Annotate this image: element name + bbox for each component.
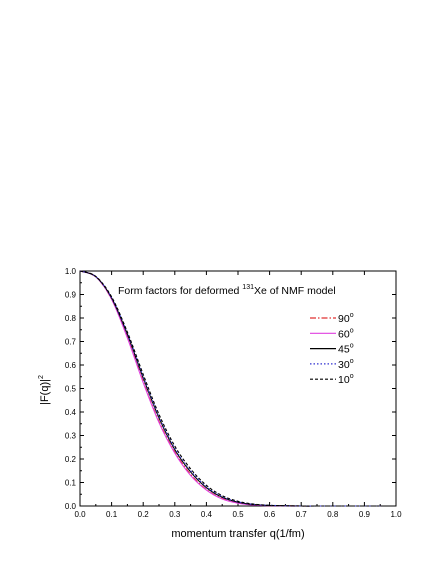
plot-frame: [79, 270, 397, 507]
x-tick-label: 0.5: [232, 510, 244, 519]
y-tick-label: 0.8: [65, 314, 77, 323]
x-axis-label: momentum transfer q(1/fm): [171, 528, 304, 540]
legend: 90o 60o 45o 30o 10o: [310, 312, 354, 386]
x-tick-label: 0.8: [327, 510, 339, 519]
x-tick-label: 0.3: [169, 510, 181, 519]
y-tick-label: 0.7: [65, 338, 77, 347]
y-tick-label: 0.9: [65, 291, 77, 300]
x-tick-label: 0.1: [106, 510, 118, 519]
series-line-30: [79, 270, 381, 507]
legend-label-30: 30o: [338, 358, 354, 371]
legend-label-45: 45o: [338, 343, 354, 356]
series-line-90: [79, 270, 381, 507]
axes: 0.0 0.1 0.2 0.3 0.4 0.5 0.6 0.7 0.8 0.9 1.0 0.0 0.1 0…: [65, 267, 402, 519]
chart-title: Form factors for deformed 131Xe of NMF m…: [118, 284, 336, 297]
y-tick-label: 0.0: [65, 502, 77, 511]
y-tick-label: 0.5: [65, 385, 77, 394]
series-lines: [79, 270, 381, 507]
legend-label-10: 10o: [338, 373, 354, 386]
x-tick-label: 0.7: [296, 510, 308, 519]
y-tick-label: 0.1: [65, 479, 77, 488]
x-tick-label: 0.4: [201, 510, 213, 519]
y-axis-label-base: |F(q)|: [39, 379, 51, 405]
x-tick-label: 0.9: [359, 510, 371, 519]
y-tick-label: 1.0: [65, 267, 77, 276]
y-tick-label: 0.6: [65, 361, 77, 370]
series-line-45: [79, 270, 381, 507]
chart-title-superscript: 131: [242, 284, 254, 291]
chart-title-suffix: Xe of NMF model: [254, 285, 336, 297]
y-tick-label: 0.4: [65, 408, 77, 417]
y-axis-label: |F(q)|2: [38, 375, 51, 405]
series-line-10: [79, 270, 381, 507]
legend-label-60: 60o: [338, 327, 354, 340]
y-tick-label: 0.3: [65, 432, 77, 441]
chart-title-prefix: Form factors for deformed: [118, 285, 242, 297]
legend-label-90: 90o: [338, 312, 354, 325]
y-axis-label-superscript: 2: [38, 375, 45, 379]
series-line-60: [79, 270, 381, 507]
x-tick-label: 1.0: [390, 510, 402, 519]
y-tick-label: 0.2: [65, 455, 77, 464]
x-tick-label: 0.6: [264, 510, 276, 519]
x-tick-label: 0.2: [138, 510, 150, 519]
x-tick-label: 0.0: [74, 510, 86, 519]
